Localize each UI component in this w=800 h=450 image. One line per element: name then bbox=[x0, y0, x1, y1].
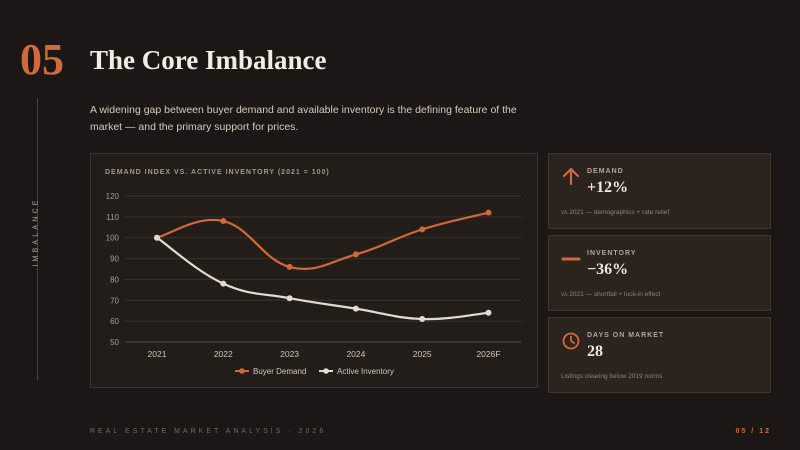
stat-value: +12% bbox=[587, 179, 629, 196]
data-point bbox=[352, 305, 359, 312]
section-label: IMBALANCE bbox=[32, 197, 40, 267]
series-line-active-inventory bbox=[155, 236, 490, 321]
minus-icon bbox=[561, 257, 581, 261]
chart-panel: DEMAND INDEX vs. ACTIVE INVENTORY (2021 … bbox=[90, 153, 538, 388]
data-point bbox=[154, 234, 160, 241]
series-line-buyer-demand bbox=[155, 211, 490, 270]
line-chart: 50 60 70 80 90 100 110 120 2021 2022 2023 2024 2025 2… bbox=[106, 192, 521, 376]
x-tick-label: 2023 bbox=[280, 349, 299, 359]
y-tick-label: 120 bbox=[106, 192, 120, 201]
arrow-up-icon bbox=[562, 167, 580, 186]
y-tick-label: 50 bbox=[110, 338, 119, 347]
stat-value: 28 bbox=[587, 343, 603, 360]
stat-value: −36% bbox=[587, 261, 629, 278]
stat-label: DEMAND bbox=[587, 168, 624, 175]
footer-caption: REAL ESTATE MARKET ANALYSIS · 2026 bbox=[90, 428, 327, 435]
legend-label: Active Inventory bbox=[337, 367, 394, 376]
y-tick-label: 60 bbox=[110, 317, 119, 326]
chart-title: DEMAND INDEX vs. ACTIVE INVENTORY (2021 … bbox=[105, 169, 330, 176]
page-title: The Core Imbalance bbox=[90, 45, 327, 75]
stat-note: vs 2021 — demographics + rate relief bbox=[561, 209, 670, 216]
clock-icon bbox=[562, 332, 580, 350]
x-tick-label: 2021 bbox=[148, 349, 167, 359]
stat-note: vs 2021 — shortfall + lock-in effect bbox=[561, 291, 661, 298]
y-tick-label: 110 bbox=[106, 213, 119, 222]
page-indicator: 05 / 12 bbox=[735, 428, 771, 435]
slide-number: 05 bbox=[20, 35, 64, 84]
data-point bbox=[352, 251, 359, 258]
y-tick-label: 70 bbox=[110, 296, 119, 305]
stat-note: Listings clearing below 2019 norms bbox=[561, 373, 663, 380]
stat-card-days-on-market: DAYS ON MARKET 28 Listings clearing belo… bbox=[548, 317, 771, 393]
stat-card-demand: DEMAND +12% vs 2021 — demographics + rat… bbox=[548, 153, 771, 229]
legend-label: Buyer Demand bbox=[253, 367, 306, 376]
data-point bbox=[220, 218, 227, 225]
data-point bbox=[419, 316, 426, 323]
data-point bbox=[419, 226, 426, 233]
x-tick-label: 2022 bbox=[214, 349, 233, 359]
x-tick-label: 2024 bbox=[346, 349, 365, 359]
data-point bbox=[485, 209, 492, 216]
x-tick-label: 2026F bbox=[476, 349, 500, 359]
legend-swatch-dot bbox=[323, 368, 329, 374]
legend-swatch-dot bbox=[239, 368, 245, 374]
x-tick-label: 2025 bbox=[413, 349, 432, 359]
data-point bbox=[485, 309, 492, 316]
data-point bbox=[286, 263, 293, 270]
y-tick-label: 100 bbox=[106, 234, 120, 243]
stat-card-inventory: INVENTORY −36% vs 2021 — shortfall + loc… bbox=[548, 235, 771, 311]
data-point bbox=[220, 280, 227, 287]
page-subtitle: A widening gap between buyer demand and … bbox=[90, 104, 517, 133]
data-point bbox=[286, 295, 293, 302]
side-rule bbox=[37, 98, 38, 380]
stat-label: DAYS ON MARKET bbox=[587, 332, 665, 339]
y-tick-label: 80 bbox=[110, 275, 119, 284]
y-tick-label: 90 bbox=[110, 255, 119, 264]
stat-label: INVENTORY bbox=[587, 250, 637, 257]
